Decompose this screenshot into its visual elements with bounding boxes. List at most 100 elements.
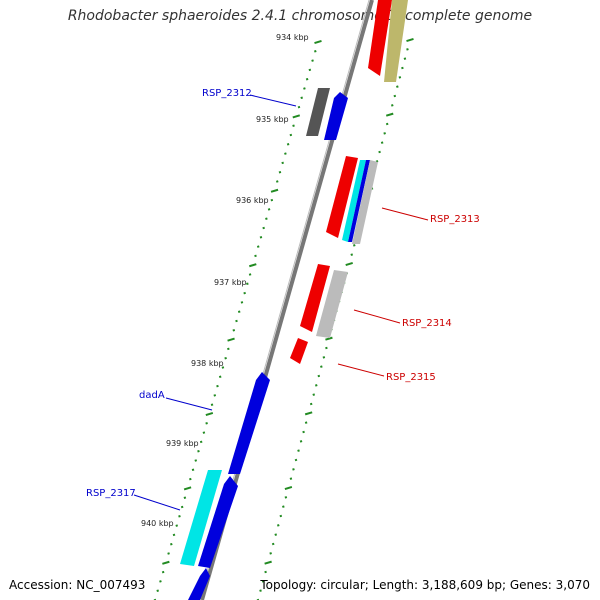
reverse-track-tick	[380, 141, 384, 144]
reverse-track-tick	[378, 150, 381, 154]
forward-track-tick	[232, 329, 236, 332]
forward-track-tick	[246, 282, 249, 286]
forward-track-tick	[210, 403, 214, 406]
reverse-track-tick	[289, 477, 293, 480]
gene-dada[interactable]	[228, 372, 270, 474]
reverse-track-tick	[304, 421, 308, 424]
gene-features	[180, 0, 408, 600]
tick-label-937: 937 kbp	[214, 278, 247, 287]
forward-track-tick	[178, 515, 181, 518]
gene-blue-below-dada[interactable]	[198, 476, 238, 568]
forward-track-tick	[227, 337, 235, 342]
forward-track-tick	[218, 375, 222, 379]
forward-track-tick	[172, 533, 176, 537]
topology-label: Topology: circular; Length: 3,188,609 bp…	[260, 578, 590, 592]
forward-track-tick	[292, 124, 295, 127]
reverse-track-tick	[320, 365, 323, 368]
gene-olive-top[interactable]	[384, 0, 408, 82]
forward-track-tick	[313, 50, 317, 53]
gene-gray-2312[interactable]	[306, 88, 330, 136]
gene-label-dada[interactable]: dadA	[139, 390, 165, 401]
reverse-track-tick	[325, 336, 333, 341]
gene-label-rsp-2313[interactable]: RSP_2313	[430, 214, 480, 225]
reverse-track-tick	[294, 458, 298, 462]
reverse-track-tick	[317, 374, 321, 378]
gene-rsp-2317[interactable]	[180, 470, 222, 566]
forward-track-tick	[292, 114, 301, 119]
gene-rsp-2314-red[interactable]	[300, 264, 330, 332]
tick-label-936: 936 kbp	[236, 196, 269, 205]
gene-label-rsp-2314[interactable]: RSP_2314	[402, 318, 452, 329]
forward-track-tick	[243, 291, 246, 295]
reverse-track-tick	[398, 76, 402, 79]
forward-track-tick	[240, 301, 244, 304]
forward-track-tick	[235, 319, 238, 323]
gene-rsp-2312[interactable]	[324, 92, 348, 140]
forward-track-tick	[311, 59, 314, 62]
gene-rsp-2314-gray[interactable]	[316, 270, 348, 338]
forward-track-tick	[183, 496, 187, 499]
reverse-track-tick	[304, 411, 313, 416]
leader-rsp-2315	[337, 363, 385, 377]
leader-rsp-2312	[249, 94, 297, 107]
forward-track-tick	[170, 542, 173, 546]
forward-track-tick	[237, 310, 241, 313]
tick-label-938: 938 kbp	[191, 359, 224, 368]
forward-track-tick	[278, 170, 282, 174]
forward-track-tick	[289, 133, 293, 137]
gene-rsp-2313-gray[interactable]	[352, 160, 378, 244]
forward-track-tick	[191, 468, 195, 472]
forward-track-tick	[156, 589, 160, 592]
forward-track-tick	[224, 356, 227, 360]
tick-labels: 934 kbp 935 kbp 936 kbp 937 kbp 938 kbp …	[141, 33, 309, 528]
forward-track-tick	[270, 198, 274, 202]
leader-dada	[165, 397, 213, 411]
forward-track-tick	[205, 422, 208, 425]
forward-track-tick	[286, 143, 290, 146]
tick-label-935: 935 kbp	[256, 115, 289, 124]
tick-label-939: 939 kbp	[166, 439, 199, 448]
reverse-track-tick	[325, 346, 328, 350]
gene-blue-bottom[interactable]	[188, 568, 210, 600]
accession-label: Accession: NC_007493	[9, 578, 146, 592]
forward-track-tick	[189, 477, 192, 481]
reverse-track-tick	[259, 589, 262, 592]
forward-track-tick	[300, 96, 303, 100]
reverse-track-tick	[314, 384, 318, 387]
gene-label-rsp-2315[interactable]: RSP_2315	[386, 372, 436, 383]
forward-track-tick	[297, 105, 301, 109]
forward-track-tick	[265, 217, 268, 220]
gene-label-rsp-2312[interactable]: RSP_2312	[202, 88, 252, 99]
forward-track-tick	[249, 263, 257, 268]
leader-rsp-2313	[381, 207, 429, 221]
reverse-track-tick	[322, 356, 326, 359]
reverse-track-tick	[385, 112, 394, 117]
gene-label-leaders	[133, 94, 429, 511]
gene-label-rsp-2317[interactable]: RSP_2317	[86, 488, 136, 499]
forward-track-tick	[202, 431, 206, 434]
gene-labels: RSP_2312 RSP_2313 RSP_2314 RSP_2315 dadA…	[86, 88, 480, 499]
forward-track-tick	[162, 560, 170, 565]
reverse-track-tick	[292, 468, 295, 471]
gene-rsp-2313-red[interactable]	[326, 156, 358, 238]
forward-track-tick	[213, 394, 217, 397]
forward-track-tick	[180, 505, 184, 509]
forward-track-tick	[281, 161, 284, 165]
gene-rsp-2313-cyan[interactable]	[342, 160, 366, 242]
gene-rsp-2315[interactable]	[290, 338, 308, 364]
reverse-track-tick	[390, 104, 394, 107]
reverse-track-tick	[309, 402, 313, 406]
forward-track-tick	[303, 87, 306, 90]
forward-track-tick	[256, 245, 260, 248]
reverse-track-tick	[271, 542, 275, 546]
reverse-track-tick	[297, 449, 300, 452]
gene-red-top[interactable]	[368, 0, 392, 76]
forward-track-tick	[221, 366, 225, 369]
forward-track-tick	[197, 449, 200, 453]
reverse-track-tick	[264, 560, 272, 565]
tick-label-940: 940 kbp	[141, 519, 174, 528]
gene-rsp-2313-blue[interactable]	[348, 160, 370, 242]
reverse-track-tick	[406, 37, 414, 43]
forward-track-tick	[161, 570, 165, 574]
